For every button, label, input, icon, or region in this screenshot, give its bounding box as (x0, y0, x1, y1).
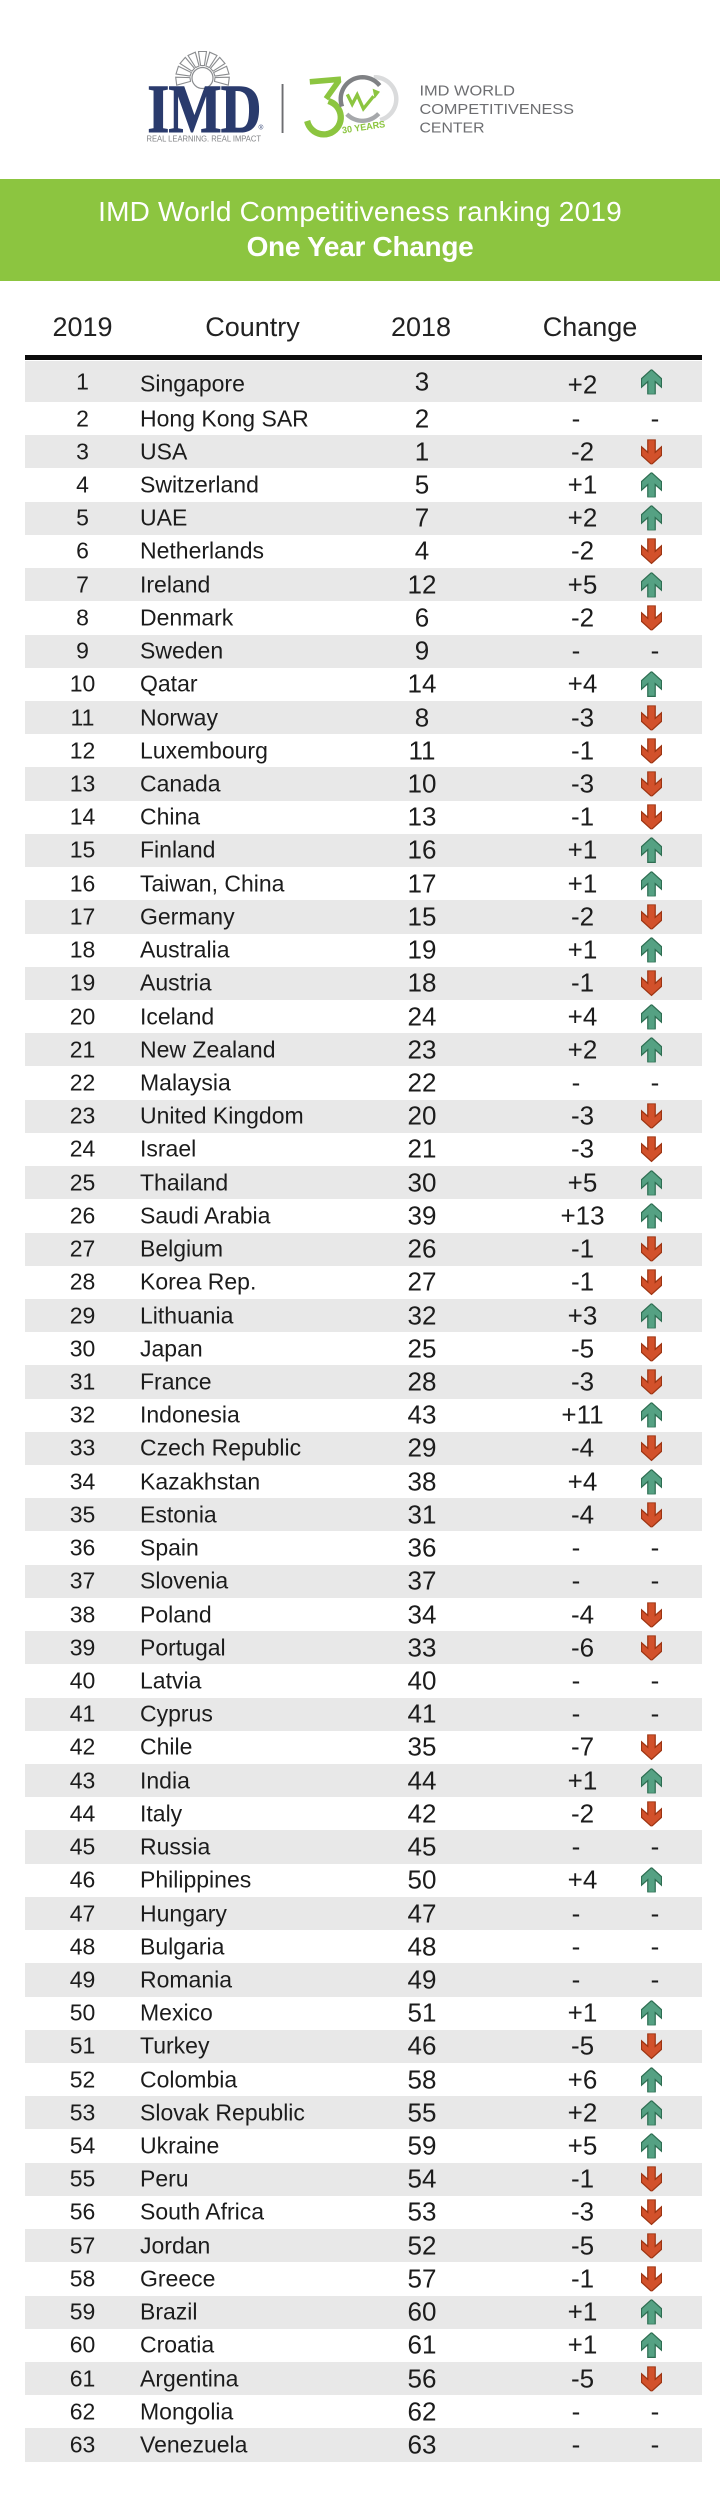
svg-text:COMPETITIVENESS: COMPETITIVENESS (420, 102, 575, 118)
svg-text:REAL LEARNING. REAL IMPACT: REAL LEARNING. REAL IMPACT (147, 134, 262, 144)
svg-text:30 YEARS: 30 YEARS (341, 118, 386, 135)
svg-text:IMD WORLD: IMD WORLD (420, 84, 516, 100)
svg-text:®: ® (259, 124, 264, 132)
svg-text:CENTER: CENTER (420, 121, 485, 137)
svg-text:IMD: IMD (147, 71, 260, 148)
